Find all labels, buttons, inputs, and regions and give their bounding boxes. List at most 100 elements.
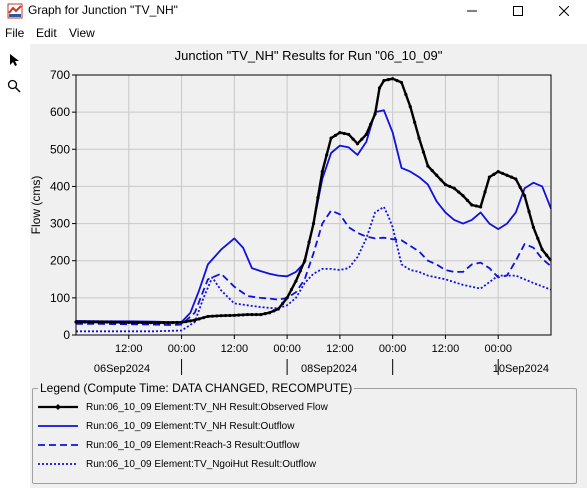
y-tick-label: 0 bbox=[63, 328, 70, 342]
menu-bar: File Edit View bbox=[0, 24, 587, 42]
series-line-2 bbox=[76, 209, 552, 326]
maximize-button[interactable] bbox=[495, 0, 541, 22]
observed-marker bbox=[100, 320, 104, 324]
observed-marker bbox=[281, 301, 285, 306]
observed-marker bbox=[426, 164, 430, 168]
plot-frame bbox=[75, 74, 552, 336]
observed-marker bbox=[105, 320, 109, 324]
date-label: 06Sep2024 bbox=[94, 363, 150, 375]
observed-marker bbox=[144, 321, 148, 325]
observed-marker bbox=[157, 321, 162, 325]
observed-marker bbox=[518, 185, 522, 189]
observed-marker bbox=[369, 122, 373, 126]
observed-marker bbox=[320, 169, 324, 174]
observed-marker bbox=[355, 142, 360, 146]
legend-swatch-observed bbox=[38, 404, 78, 410]
y-tick-label: 100 bbox=[50, 291, 70, 305]
minimize-button[interactable] bbox=[449, 0, 495, 22]
observed-marker bbox=[448, 184, 452, 189]
observed-marker bbox=[149, 321, 153, 325]
y-tick-label: 500 bbox=[50, 142, 70, 156]
observed-marker bbox=[241, 313, 245, 317]
observed-marker bbox=[162, 321, 166, 325]
observed-marker bbox=[219, 314, 223, 318]
close-icon bbox=[559, 6, 569, 16]
observed-marker bbox=[501, 171, 505, 176]
observed-marker bbox=[443, 182, 448, 187]
observed-marker bbox=[439, 178, 443, 182]
observed-marker bbox=[509, 175, 514, 179]
menu-view[interactable]: View bbox=[69, 26, 95, 40]
observed-marker bbox=[351, 137, 355, 141]
observed-marker bbox=[127, 320, 131, 324]
observed-marker bbox=[527, 209, 531, 214]
observed-marker bbox=[259, 312, 263, 317]
close-button[interactable] bbox=[541, 0, 587, 22]
legend-swatch-reach3 bbox=[38, 444, 78, 446]
observed-marker bbox=[430, 169, 434, 173]
observed-marker bbox=[109, 320, 113, 324]
observed-marker bbox=[399, 80, 404, 85]
observed-marker bbox=[135, 320, 140, 325]
x-tick-label: 00:00 bbox=[484, 343, 512, 355]
app-logo-icon bbox=[7, 3, 23, 19]
observed-marker bbox=[303, 259, 307, 263]
observed-marker bbox=[223, 313, 228, 318]
observed-marker bbox=[540, 247, 544, 252]
pointer-tool-button[interactable] bbox=[4, 50, 24, 70]
observed-marker bbox=[329, 136, 333, 140]
observed-marker bbox=[338, 130, 342, 135]
observed-marker bbox=[83, 320, 87, 324]
observed-marker bbox=[408, 104, 412, 109]
observed-marker bbox=[232, 313, 236, 317]
observed-marker bbox=[78, 320, 82, 324]
legend-swatch-ngoihut bbox=[38, 463, 78, 465]
observed-marker bbox=[465, 198, 470, 202]
observed-marker bbox=[505, 173, 509, 177]
series-lines bbox=[74, 77, 552, 333]
y-tick-label: 700 bbox=[50, 68, 70, 82]
flow-chart[interactable]: 0 100 200 300 400 500 600 700 12:00 00:00 12:00 00:… bbox=[0, 0, 587, 388]
legend-title: Legend (Compute Time: DATA CHANGED, RECO… bbox=[38, 381, 355, 395]
y-tick-label: 400 bbox=[50, 179, 70, 193]
observed-marker bbox=[197, 317, 201, 321]
legend-swatch-outflow bbox=[38, 425, 78, 427]
x-tick-label: 12:00 bbox=[432, 343, 460, 355]
observed-marker bbox=[377, 86, 382, 90]
magnifier-icon bbox=[7, 79, 21, 93]
observed-marker bbox=[333, 133, 338, 137]
observed-marker bbox=[263, 312, 267, 316]
observed-marker bbox=[206, 314, 210, 319]
observed-marker bbox=[487, 175, 492, 179]
chart-title: Junction "TV_NH" Results for Run "06_10_… bbox=[174, 48, 443, 63]
menu-file[interactable]: File bbox=[5, 26, 25, 40]
observed-marker bbox=[294, 279, 298, 283]
grid-lines bbox=[76, 74, 551, 336]
zoom-tool-button[interactable] bbox=[4, 76, 24, 96]
observed-marker bbox=[404, 92, 408, 97]
observed-marker bbox=[171, 321, 175, 325]
series-line-3 bbox=[76, 205, 552, 333]
x-tick-label: 00:00 bbox=[379, 343, 407, 355]
observed-marker bbox=[153, 321, 157, 325]
observed-marker bbox=[289, 287, 294, 292]
date-label: 10Sep2024 bbox=[493, 363, 549, 375]
window-titlebar: Graph for Junction "TV_NH" bbox=[0, 0, 587, 22]
legend-item-outflow: Run:06_10_09 Element:TV_NH Result:Outflo… bbox=[36, 419, 566, 435]
legend-label: Run:06_10_09 Element:TV_NgoiHut Result:O… bbox=[86, 459, 317, 470]
observed-marker bbox=[311, 221, 316, 226]
observed-marker bbox=[245, 312, 250, 317]
observed-marker bbox=[285, 296, 289, 300]
observed-marker bbox=[474, 204, 478, 208]
observed-marker bbox=[386, 78, 390, 82]
observed-marker bbox=[461, 194, 465, 198]
y-tick-label: 200 bbox=[50, 254, 70, 268]
observed-marker bbox=[342, 131, 346, 136]
observed-marker bbox=[457, 190, 461, 194]
observed-marker bbox=[193, 318, 197, 322]
arrow-pointer-icon bbox=[10, 54, 19, 66]
observed-marker bbox=[175, 320, 179, 325]
menu-edit[interactable]: Edit bbox=[36, 26, 57, 40]
observed-marker bbox=[479, 205, 483, 209]
observed-marker bbox=[417, 136, 421, 140]
